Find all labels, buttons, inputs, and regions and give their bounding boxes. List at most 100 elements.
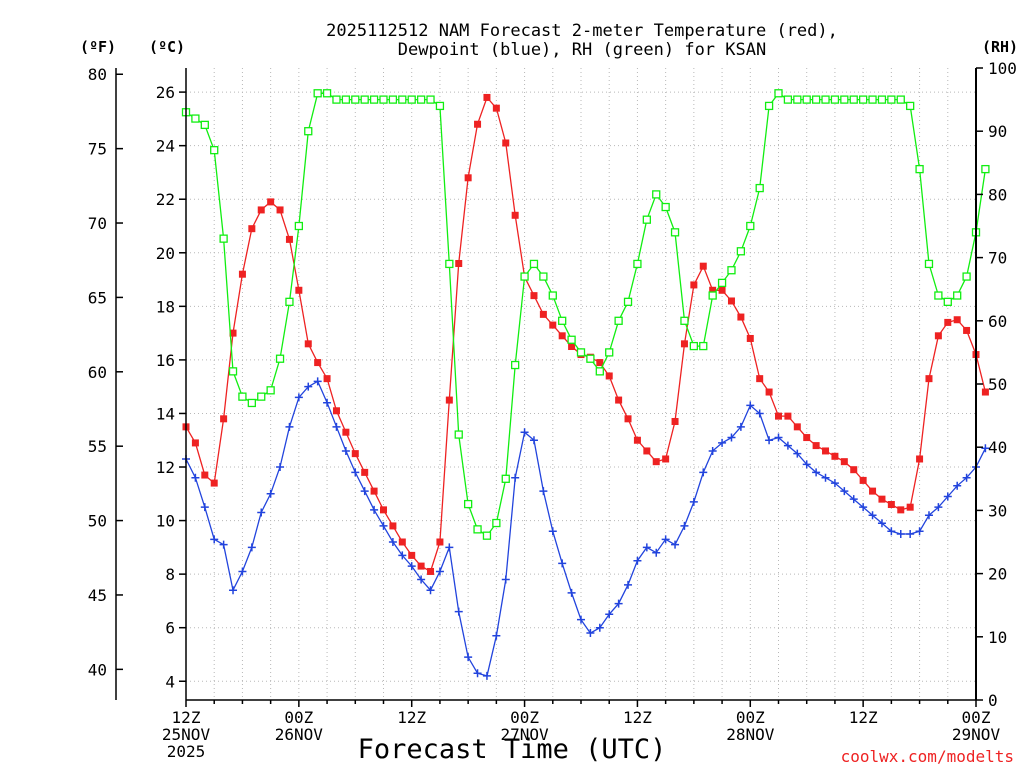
rh-point [924,259,934,269]
rh-point [388,95,398,104]
temperature-point [323,375,331,383]
celsius-tick-label: 20 [156,244,175,263]
dewpoint-point [924,511,933,520]
rh-point [332,95,341,104]
dewpoint-point [962,473,971,482]
x-tick-label: 00Z [510,708,539,727]
temperature-point [474,120,482,128]
rh-point [793,95,802,104]
rh-point [416,95,426,104]
celsius-tick-label: 12 [156,458,175,477]
temperature-point [511,211,519,219]
dewpoint-point [793,449,802,458]
x-tick-label: 26NOV [275,725,324,744]
dewpoint-point [877,519,886,528]
dewpoint-point [736,422,745,431]
temperature-point [878,495,886,503]
credit-label: coolwx.com/modelts [841,747,1014,766]
rh-point [567,335,576,344]
rh-point [858,95,868,104]
temperature-point [746,334,754,342]
dewpoint-point [981,444,990,453]
dewpoint-point [539,487,548,496]
temperature-point [831,452,839,460]
temperature-point [436,538,444,546]
celsius-tick-label: 8 [165,565,175,584]
dewpoint-point [247,543,256,552]
rh-point [849,95,858,104]
rh-tick-label: 80 [988,185,1007,204]
dewpoint-point [906,529,915,538]
temperature-point [652,458,660,466]
temperature-point [380,506,387,514]
rh-point [379,95,388,104]
temperature-point [220,415,228,423]
dewpoint-point [304,382,313,391]
rh-point [680,316,689,325]
temperature-point [643,447,651,455]
temperature-point [605,372,613,380]
rh-point [906,101,915,111]
rh-point [774,89,783,98]
rh-point [539,272,548,281]
rh-point [981,164,990,174]
temperature-point [803,434,811,442]
temperature-point [201,471,209,479]
dewpoint-point [633,556,642,565]
dewpoint-point [586,629,595,638]
dewpoint-point [661,535,670,544]
temperature-point [840,458,848,466]
rh-point [877,95,887,104]
rh-point [915,164,924,174]
dewpoint-point [708,446,717,455]
temperature-point [342,428,350,436]
rh-point [529,259,539,269]
rh-point [605,348,614,357]
dewpoint-point [238,567,247,576]
dewpoint-point [473,669,482,678]
temperature-point [361,468,369,476]
rh-point [708,291,717,300]
dewpoint-line [185,380,986,677]
rh-tick-label: 40 [988,438,1007,457]
rh-point [802,95,811,104]
dewpoint-point [285,422,294,431]
rh-point [492,518,501,528]
rh-point [887,95,896,104]
rh-point [586,354,595,363]
temperature-point [285,235,293,243]
axes: 4 6 8 10 12 14 16 18 20 22 24 26 40 45 50 55 60 65 70 75 80 0… [88,59,1017,761]
temperature-point [530,292,538,300]
2-meter-temperature-line [185,96,987,573]
dewpoint-point [689,497,698,506]
rh-point [830,95,840,104]
celsius-tick-label: 24 [156,137,175,156]
temperature-point [398,538,406,546]
rh-point [266,386,275,395]
dewpoint-point [943,492,952,501]
rh-point [275,354,285,363]
dewpoint-point [934,503,943,512]
temperature-point [483,93,491,101]
temperature-point [671,417,679,425]
rh-point [219,234,228,243]
temperature-point [502,139,510,147]
rh-point [191,114,200,123]
rh-tick-label: 100 [988,59,1017,78]
rh-point [614,316,623,325]
dewpoint-point [360,487,369,496]
fahrenheit-tick-label: 50 [88,512,107,531]
temperature-point [925,375,933,383]
dewpoint-point [821,473,830,482]
dewpoint-point [229,586,238,595]
temperature-point [257,206,265,214]
x-tick-label: 25NOV [162,725,211,744]
dewpoint-point [435,567,444,576]
temperature-point [464,174,472,182]
rh-point [322,89,332,98]
rh-point [699,341,708,351]
dewpoint-point [341,446,350,455]
rh-point [962,272,971,281]
temperature-point [680,340,688,348]
dewpoint-point [398,551,407,560]
